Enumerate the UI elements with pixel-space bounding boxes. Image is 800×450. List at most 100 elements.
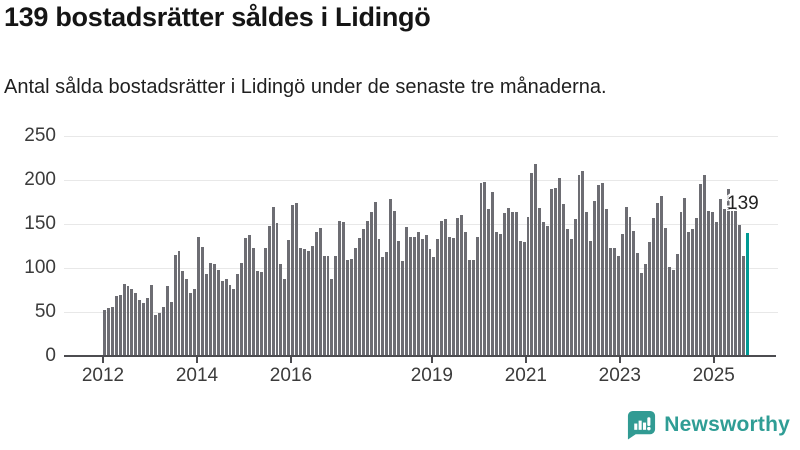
bar xyxy=(655,202,659,355)
bar xyxy=(577,174,581,355)
bar xyxy=(130,289,134,355)
bar xyxy=(593,201,597,355)
bar xyxy=(420,238,424,355)
bar xyxy=(475,237,479,355)
bar xyxy=(671,269,675,355)
bar xyxy=(730,197,734,355)
bar xyxy=(310,245,314,355)
bar xyxy=(138,300,142,355)
bar xyxy=(287,239,291,355)
bar xyxy=(216,269,220,355)
bar xyxy=(393,210,397,355)
y-tick-label: 150 xyxy=(24,213,56,234)
bar xyxy=(212,264,216,355)
y-tick-label: 250 xyxy=(24,125,56,146)
highlighted-bar xyxy=(746,232,750,355)
bar xyxy=(467,259,471,355)
bar xyxy=(683,198,687,355)
bar xyxy=(514,211,518,355)
y-tick-label: 0 xyxy=(45,345,56,366)
bar xyxy=(173,254,177,355)
bar xyxy=(608,247,612,355)
bar xyxy=(487,208,491,355)
bar xyxy=(232,289,236,355)
bar xyxy=(471,259,475,355)
bar xyxy=(463,231,467,355)
bar xyxy=(314,231,318,355)
x-tick-label: 2014 xyxy=(175,365,219,386)
bar xyxy=(722,208,726,355)
y-tick-label: 100 xyxy=(24,257,56,278)
bar xyxy=(330,279,334,355)
bar xyxy=(114,296,118,355)
x-tick-label: 2016 xyxy=(269,365,313,386)
x-tick-label: 2025 xyxy=(692,365,735,386)
bar xyxy=(554,187,557,355)
bar xyxy=(530,172,534,355)
bar xyxy=(538,208,542,355)
bar xyxy=(185,279,189,355)
bar xyxy=(275,223,279,355)
x-tick-label: 2012 xyxy=(81,365,125,386)
bar xyxy=(389,199,393,355)
bar xyxy=(381,257,385,355)
bar xyxy=(503,213,506,355)
bar xyxy=(224,279,228,355)
bar xyxy=(569,238,573,355)
bar xyxy=(632,230,636,355)
bar xyxy=(675,253,679,355)
bar xyxy=(714,222,718,355)
bar xyxy=(695,217,699,355)
bar xyxy=(706,210,710,355)
plot-area: 2012 2014 2016 2019 2021 2023 2025 139 xyxy=(64,135,778,386)
bar xyxy=(193,289,197,355)
bar xyxy=(197,237,201,355)
bar xyxy=(612,247,616,355)
bar xyxy=(248,235,252,355)
bar xyxy=(146,297,150,355)
bar xyxy=(385,252,389,355)
bar xyxy=(432,257,436,355)
bar xyxy=(181,271,185,355)
bar xyxy=(373,201,377,355)
bar xyxy=(557,178,561,355)
bar xyxy=(424,235,428,355)
bar xyxy=(510,212,514,355)
bar xyxy=(667,267,671,355)
bar xyxy=(522,242,526,355)
chart-subtitle: Antal sålda bostadsrätter i Lidingö unde… xyxy=(4,76,607,98)
bar xyxy=(397,241,401,355)
x-tick-mark xyxy=(712,357,715,363)
x-tick-label: 2021 xyxy=(504,365,547,386)
bar xyxy=(134,292,138,355)
gridline xyxy=(64,180,778,181)
bar xyxy=(326,256,330,355)
bar xyxy=(416,231,420,355)
bar xyxy=(255,270,259,355)
bar xyxy=(455,217,459,355)
bar xyxy=(542,222,546,355)
gridline xyxy=(64,136,778,137)
bar xyxy=(122,283,126,355)
bar xyxy=(636,252,640,355)
y-tick-label: 200 xyxy=(24,169,56,190)
bar xyxy=(518,240,522,355)
bar xyxy=(687,231,691,355)
bar xyxy=(318,228,322,355)
bar xyxy=(491,192,495,355)
bar xyxy=(565,229,569,355)
bar xyxy=(220,281,224,355)
bar xyxy=(561,203,565,355)
bar xyxy=(428,249,432,355)
bar-series xyxy=(103,135,750,355)
bar xyxy=(506,208,510,355)
bar xyxy=(710,212,714,355)
bar xyxy=(291,204,295,355)
bar xyxy=(240,263,244,355)
y-axis: 0 50 100 150 200 250 xyxy=(0,125,56,366)
x-tick-label: 2019 xyxy=(410,365,453,386)
bar xyxy=(110,306,114,355)
bar xyxy=(357,237,361,355)
bar xyxy=(412,237,416,355)
